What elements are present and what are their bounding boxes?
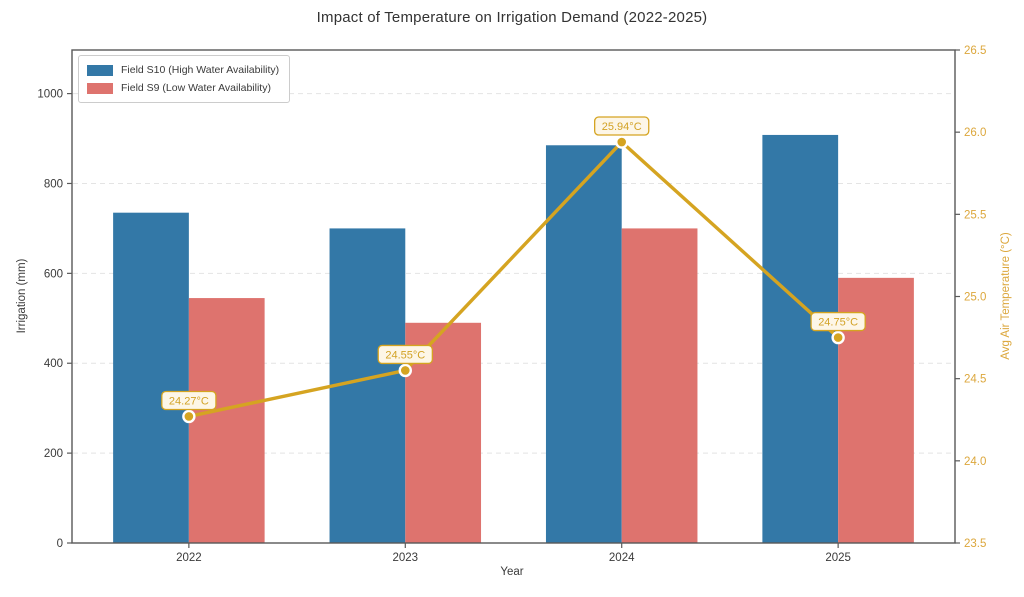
legend: Field S10 (High Water Availability) Fiel… <box>78 55 291 103</box>
y-tick-label-right: 23.5 <box>964 538 986 550</box>
bar-s9-2022 <box>188 298 265 543</box>
legend-label-s9: Field S9 (Low Water Availability) <box>121 82 271 94</box>
legend-swatch-s10 <box>87 64 113 76</box>
bar-s10-2024 <box>545 145 622 543</box>
temperature-marker-2024 <box>615 135 629 149</box>
annotation-box-2022 <box>161 390 217 411</box>
y-tick-label-right: 25.5 <box>964 209 986 221</box>
y-tick-label-left: 600 <box>44 268 63 280</box>
temperature-marker-2022 <box>182 409 196 424</box>
bar-s10-2025 <box>762 134 839 543</box>
annotation-label-2024: 25.94°C <box>602 121 642 133</box>
annotation-box-2023 <box>377 344 433 365</box>
annotation-label-2022: 24.27°C <box>169 395 209 407</box>
annotation-label-2023: 24.55°C <box>385 349 425 361</box>
y-tick-label-left: 400 <box>44 358 63 370</box>
y-tick-label-right: 24.0 <box>964 456 986 468</box>
y-tick-label-right: 26.0 <box>964 127 986 139</box>
x-tick-label: 2023 <box>392 552 418 564</box>
x-axis-label: Year <box>500 566 524 578</box>
temperature-marker-2025 <box>831 330 845 345</box>
temperature-line <box>187 140 840 419</box>
y-axis-label-right: Avg Air Temperature (°C) <box>1000 232 1012 360</box>
x-tick-label: 2025 <box>825 552 851 564</box>
y-tick-label-right: 26.5 <box>964 45 986 57</box>
annotation-box-2025 <box>810 311 866 332</box>
y-tick-label-right: 24.5 <box>964 374 986 386</box>
y-axis-label-left: Irrigation (mm) <box>16 258 28 334</box>
annotation-label-2025: 24.75°C <box>818 317 858 329</box>
legend-swatch-s9 <box>87 82 113 94</box>
y-tick-label-left: 800 <box>44 178 63 190</box>
bar-s10-2023 <box>329 228 406 543</box>
legend-item-s9: Field S9 (Low Water Availability) <box>87 79 279 97</box>
legend-item-s10: Field S10 (High Water Availability) <box>87 61 279 79</box>
y-tick-label-left: 200 <box>44 448 63 460</box>
x-tick-label: 2022 <box>176 552 202 564</box>
legend-label-s10: Field S10 (High Water Availability) <box>121 64 280 76</box>
y-tick-label-left: 0 <box>57 538 63 550</box>
y-tick-label-right: 25.0 <box>964 292 986 304</box>
chart-title: Impact of Temperature on Irrigation Dema… <box>316 9 708 26</box>
temperature-marker-2023 <box>398 363 412 378</box>
y-tick-label-left: 1000 <box>37 89 63 101</box>
bar-s10-2022 <box>113 212 189 544</box>
bar-s9-2024 <box>621 228 698 543</box>
x-tick-label: 2024 <box>609 552 635 564</box>
annotation-box-2024 <box>594 116 650 136</box>
